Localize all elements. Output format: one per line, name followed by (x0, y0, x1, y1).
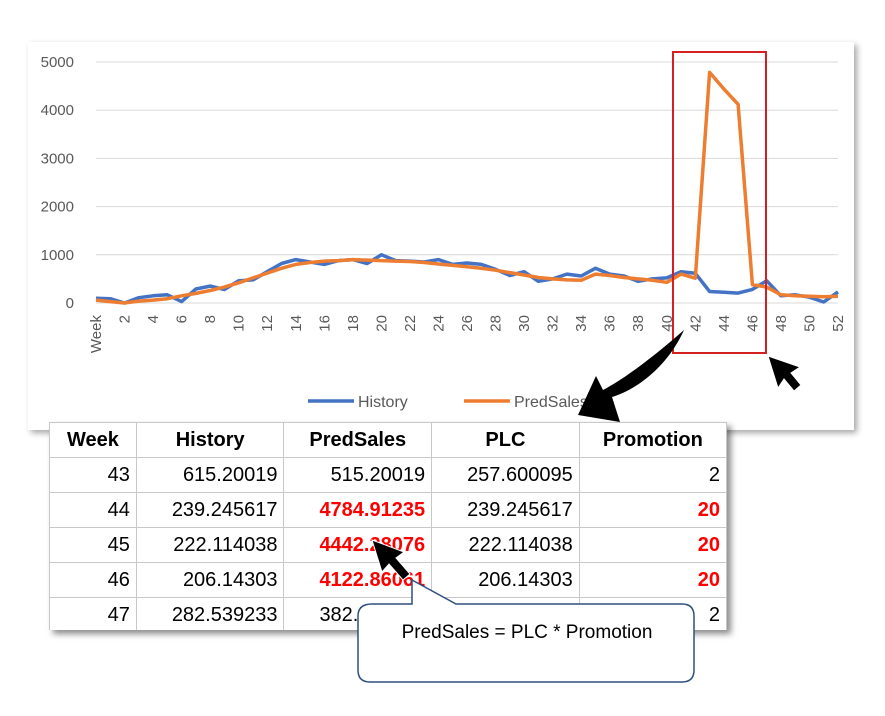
pointer-arrow-icon (767, 355, 802, 392)
sales-table: Week History PredSales PLC Promotion 43 615.2… (49, 422, 727, 630)
x-tick-label: 52 (830, 315, 847, 332)
x-tick-label: 10 (231, 315, 248, 332)
x-tick-label: 6 (174, 315, 191, 323)
table-cell: 20 (578, 527, 727, 563)
curved-arrow (578, 330, 684, 422)
x-tick-label: 8 (202, 315, 219, 323)
table-cell: 239.245617 (135, 492, 285, 528)
x-tick-label: 34 (573, 315, 590, 332)
table-cell: 222.114038 (431, 527, 580, 563)
x-tick-label: 40 (659, 315, 676, 332)
x-tick-label: 18 (345, 315, 362, 332)
table-cell: 257.600095 (431, 457, 580, 493)
callout-bubble (357, 578, 695, 683)
x-tick-label: 46 (744, 315, 761, 332)
callout-formula: PredSales = PLC * Promotion (401, 622, 653, 643)
highlight-box (672, 51, 767, 354)
y-tick-label: 2000 (41, 199, 74, 216)
x-tick-label: 32 (545, 315, 562, 332)
x-tick-label: 38 (630, 315, 647, 332)
x-tick-label: 30 (516, 315, 533, 332)
table-cell: 20 (578, 492, 727, 528)
data-table-panel: Week History PredSales PLC Promotion 43 615.2… (49, 422, 727, 630)
x-tick-label: 50 (801, 315, 818, 332)
x-tick-label: 14 (288, 315, 305, 332)
x-tick-label: 24 (430, 315, 447, 332)
chart-panel: 0 1000 2000 3000 4000 5000 Week 2 4 6 8 10 12 14 16 18… (28, 42, 854, 430)
y-tick-label: 0 (66, 295, 74, 312)
table-row: 46 206.14303 4122.86061 206.14303 20 (49, 562, 727, 598)
x-tick-label: 44 (716, 315, 733, 332)
x-tick-label: 42 (687, 315, 704, 332)
series-line-predsales (95, 70, 839, 305)
table-cell: 206.14303 (135, 562, 285, 598)
table-cell: 515.20019 (283, 457, 433, 493)
column-header: PredSales (283, 422, 433, 458)
x-tick-label: 4 (145, 315, 162, 323)
y-tick-label: 1000 (41, 247, 74, 264)
value-pointer-arrow-icon (371, 539, 411, 581)
column-header: Week (49, 422, 137, 458)
legend-label: PredSales (514, 394, 588, 411)
x-tick-label: 16 (316, 315, 333, 332)
table-cell: 20 (578, 562, 727, 598)
x-tick-label: 12 (259, 315, 276, 332)
x-tick-label: 26 (459, 315, 476, 332)
table-cell: 44 (49, 492, 137, 528)
x-tick-label: 2 (117, 315, 134, 323)
table-cell: 47 (49, 597, 137, 630)
table-cell: 45 (49, 527, 137, 563)
table-cell: 282.539233 (135, 597, 285, 630)
table-cell: 4784.91235 (283, 492, 433, 528)
y-tick-label: 3000 (41, 150, 74, 167)
x-tick-label: 22 (402, 315, 419, 332)
table-cell: 239.245617 (431, 492, 580, 528)
column-header: Promotion (578, 422, 727, 458)
table-row: 44 239.245617 4784.91235 239.245617 20 (49, 492, 727, 528)
legend-label: History (358, 394, 408, 411)
table-cell: 43 (49, 457, 137, 493)
x-tick-label: 36 (602, 315, 619, 332)
y-tick-label: 4000 (41, 102, 74, 119)
table-row: 43 615.20019 515.20019 257.600095 2 (49, 457, 727, 493)
table-cell: 46 (49, 562, 137, 598)
x-tick-label: Week (88, 315, 105, 354)
x-tick-label: 48 (773, 315, 790, 332)
y-tick-label: 5000 (41, 54, 74, 71)
x-tick-label: 28 (488, 315, 505, 332)
x-tick-label: 20 (373, 315, 390, 332)
